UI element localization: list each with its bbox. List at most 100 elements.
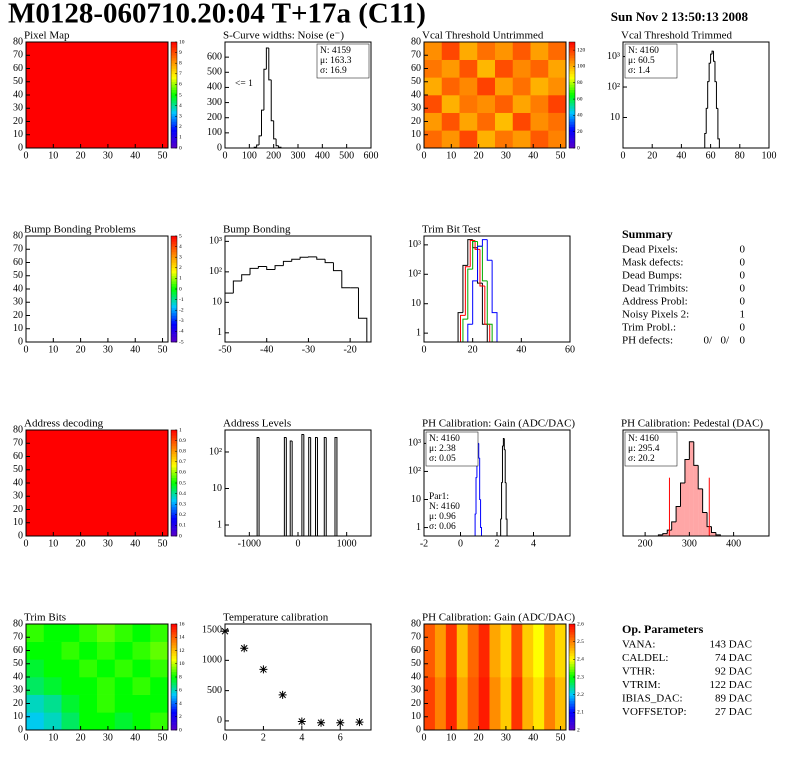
hist-bin xyxy=(357,287,368,342)
hist-fill xyxy=(671,521,677,536)
colorbar-step xyxy=(171,121,177,125)
heatmap-cell xyxy=(61,641,80,660)
panel-title: Vcal Threshold Untrimmed xyxy=(422,30,544,42)
panel-title: Trim Bits xyxy=(24,612,66,624)
colorbar-step xyxy=(171,467,177,471)
hist-bin xyxy=(477,245,483,281)
stats-line: Par1: xyxy=(429,492,449,502)
heatmap-cell xyxy=(459,130,478,149)
heatmap-cell xyxy=(512,130,531,149)
scatter-point xyxy=(336,718,345,727)
hist-bin xyxy=(241,274,251,282)
hist-bin xyxy=(481,239,488,247)
heatmap-cell xyxy=(477,42,496,60)
colorbar-label: 16 xyxy=(179,621,185,627)
y-tick-label: 50 xyxy=(13,464,23,475)
y-tick-label: 0 xyxy=(18,142,23,153)
heatmap-cell xyxy=(150,641,169,660)
heatmap-cell xyxy=(495,77,514,96)
colorbar-step xyxy=(171,140,177,143)
colorbar-step xyxy=(171,47,177,51)
x-tick-label: 60 xyxy=(706,150,716,161)
colorbar-step xyxy=(171,265,177,269)
y-tick-label: 400 xyxy=(207,82,222,93)
colorbar-step xyxy=(171,501,177,505)
heatmap-cell xyxy=(114,712,133,731)
x-tick-label: 200 xyxy=(638,538,653,549)
summary-value: 0 xyxy=(740,322,746,334)
colorbar-label: 0 xyxy=(179,286,182,292)
y-tick-label: 30 xyxy=(13,103,23,114)
heatmap-cell xyxy=(548,95,567,113)
panel-title: Bump Bonding xyxy=(223,224,291,236)
colorbar-label: 0.1 xyxy=(179,523,186,529)
colorbar-step xyxy=(569,134,575,138)
colorbar-step xyxy=(171,666,177,670)
y-tick-label: 1000 xyxy=(202,655,222,666)
colorbar-label: 7 xyxy=(179,71,182,77)
hist-fill xyxy=(715,534,721,536)
heatmap-cell xyxy=(530,77,549,96)
heatmap-cell xyxy=(489,677,501,731)
x-tick-label: 40 xyxy=(516,344,526,355)
scatter-point xyxy=(355,718,364,727)
y-tick-label: 80 xyxy=(13,618,23,629)
hist-bin xyxy=(474,240,480,250)
colorbar-step xyxy=(569,105,575,109)
hist-bin xyxy=(249,267,259,275)
colorbar-step xyxy=(171,430,177,433)
colorbar-label: 2.2 xyxy=(577,692,584,698)
colorbar-step xyxy=(171,475,177,478)
colorbar-step xyxy=(171,108,177,112)
colorbar-step xyxy=(171,517,177,521)
heatmap-cell xyxy=(43,712,62,731)
colorbar-label: -5 xyxy=(179,339,184,345)
x-tick-label: 10 xyxy=(48,150,58,161)
y-tick-label: 100 xyxy=(207,127,222,138)
hist-bin xyxy=(256,144,260,148)
x-tick-label: 1000 xyxy=(337,538,357,549)
page-title: M0128-060710.20:04 T+17a (C11) xyxy=(8,0,426,30)
colorbar-step xyxy=(171,339,177,343)
hist-bin xyxy=(323,436,327,536)
colorbar-step xyxy=(171,703,177,707)
x-tick-label: 300 xyxy=(682,538,697,549)
heatmap-cell xyxy=(495,59,514,78)
heatmap-cell xyxy=(150,712,169,731)
colorbar-step xyxy=(171,331,177,335)
op-value: 143 DAC xyxy=(710,639,752,651)
colorbar-label: 80 xyxy=(577,80,583,86)
colorbar-step xyxy=(171,257,177,261)
hist-bin xyxy=(467,239,473,266)
colorbar-step xyxy=(171,68,177,72)
heatmap-cell xyxy=(459,77,478,96)
heatmap-cell xyxy=(548,130,567,149)
colorbar-step xyxy=(569,95,575,98)
colorbar-step xyxy=(569,42,575,45)
hist-bin xyxy=(693,441,699,466)
colorbar-step xyxy=(171,722,177,725)
colorbar-step xyxy=(171,89,177,93)
colorbar-step xyxy=(569,687,575,691)
colorbar-step xyxy=(569,121,575,125)
colorbar-label: 4 xyxy=(179,244,182,250)
x-tick-label: 400 xyxy=(726,538,741,549)
colorbar-step xyxy=(171,275,177,279)
colorbar-step xyxy=(171,525,177,529)
colorbar-step xyxy=(171,655,177,659)
heatmap-cell xyxy=(26,42,169,149)
summary-label: Noisy Pixels 2: xyxy=(622,309,689,321)
summary-value: 0 xyxy=(740,257,746,269)
x-tick-label: 100 xyxy=(762,150,777,161)
colorbar-step xyxy=(171,533,177,537)
colorbar-step xyxy=(171,281,177,284)
x-tick-label: -50 xyxy=(218,344,231,355)
heatmap-cell xyxy=(530,95,549,113)
colorbar-label: 0 xyxy=(179,727,182,733)
x-tick-label: 400 xyxy=(315,150,330,161)
heatmap-cell xyxy=(26,430,169,537)
colorbar-step xyxy=(569,79,575,83)
hist-bin xyxy=(671,521,677,531)
colorbar-step xyxy=(569,87,575,90)
hist-bin xyxy=(501,482,503,520)
